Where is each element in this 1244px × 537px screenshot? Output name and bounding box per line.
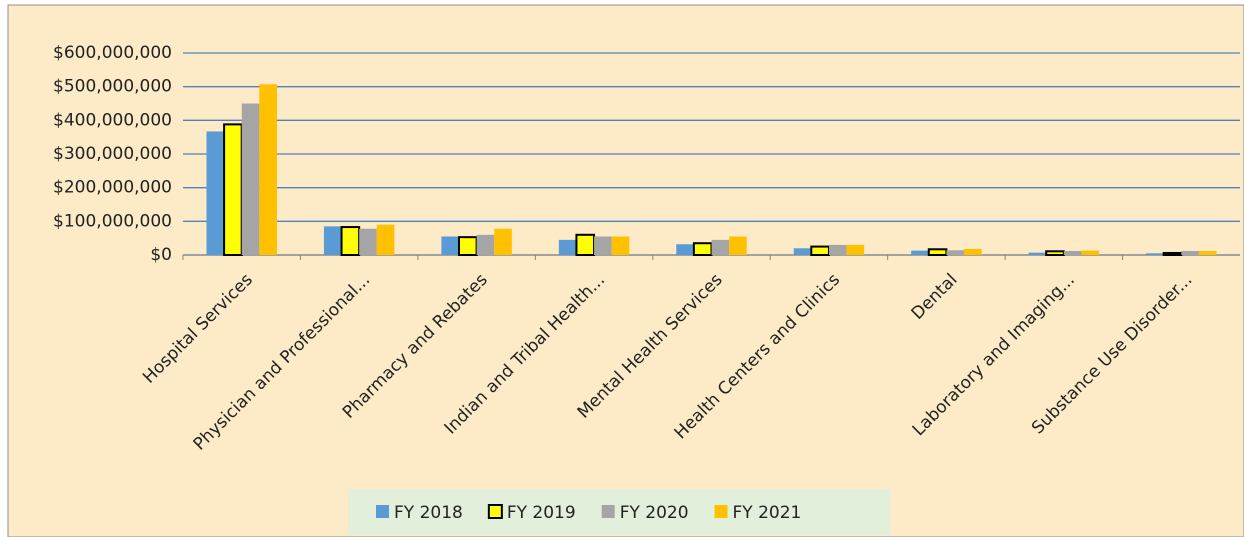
bar [846,244,865,255]
legend-label: FY 2019 [507,503,576,523]
bar [1162,251,1183,256]
bar [1063,250,1082,255]
bar [1081,250,1100,255]
bar [376,224,395,255]
bar [964,248,982,255]
bar [911,250,929,255]
bar [946,250,965,255]
y-tick-label: $500,000,000 [53,77,172,97]
bar [611,236,630,255]
bar [793,248,812,255]
bar [676,244,694,255]
legend-label: FY 2018 [394,503,463,523]
legend-swatch [601,505,615,518]
y-tick-label: $0 [150,245,172,265]
bar [594,236,612,255]
bar [457,236,478,256]
y-tick-label: $600,000,000 [53,43,172,63]
bar [340,226,361,257]
bar [1181,250,1199,255]
bar [692,242,713,256]
bar [323,226,342,255]
bar [558,239,577,255]
chart-background [7,4,1244,537]
bar [828,244,847,255]
bar [223,123,243,256]
bar [1146,253,1164,255]
y-tick-label: $300,000,000 [53,144,172,164]
legend-swatch [376,505,389,518]
legend-label: FY 2021 [733,503,802,523]
legend-swatch [487,504,503,519]
y-tick-label: $400,000,000 [53,110,172,130]
bar [441,236,459,255]
bar [476,234,495,255]
bar [1198,250,1217,255]
y-tick-label: $100,000,000 [53,211,172,231]
bar [359,228,377,255]
bar [575,233,596,257]
y-tick-label: $200,000,000 [53,178,172,198]
bar [241,103,260,255]
legend-swatch [714,505,728,518]
bar [494,228,512,255]
bar [1045,250,1065,256]
legend-background [348,489,890,535]
bar [927,248,948,257]
bar [711,239,730,255]
bar [729,236,747,255]
bar [810,245,830,256]
bar [259,84,277,255]
bar [206,131,225,255]
bar [1028,252,1047,255]
legend-label: FY 2020 [620,503,689,523]
